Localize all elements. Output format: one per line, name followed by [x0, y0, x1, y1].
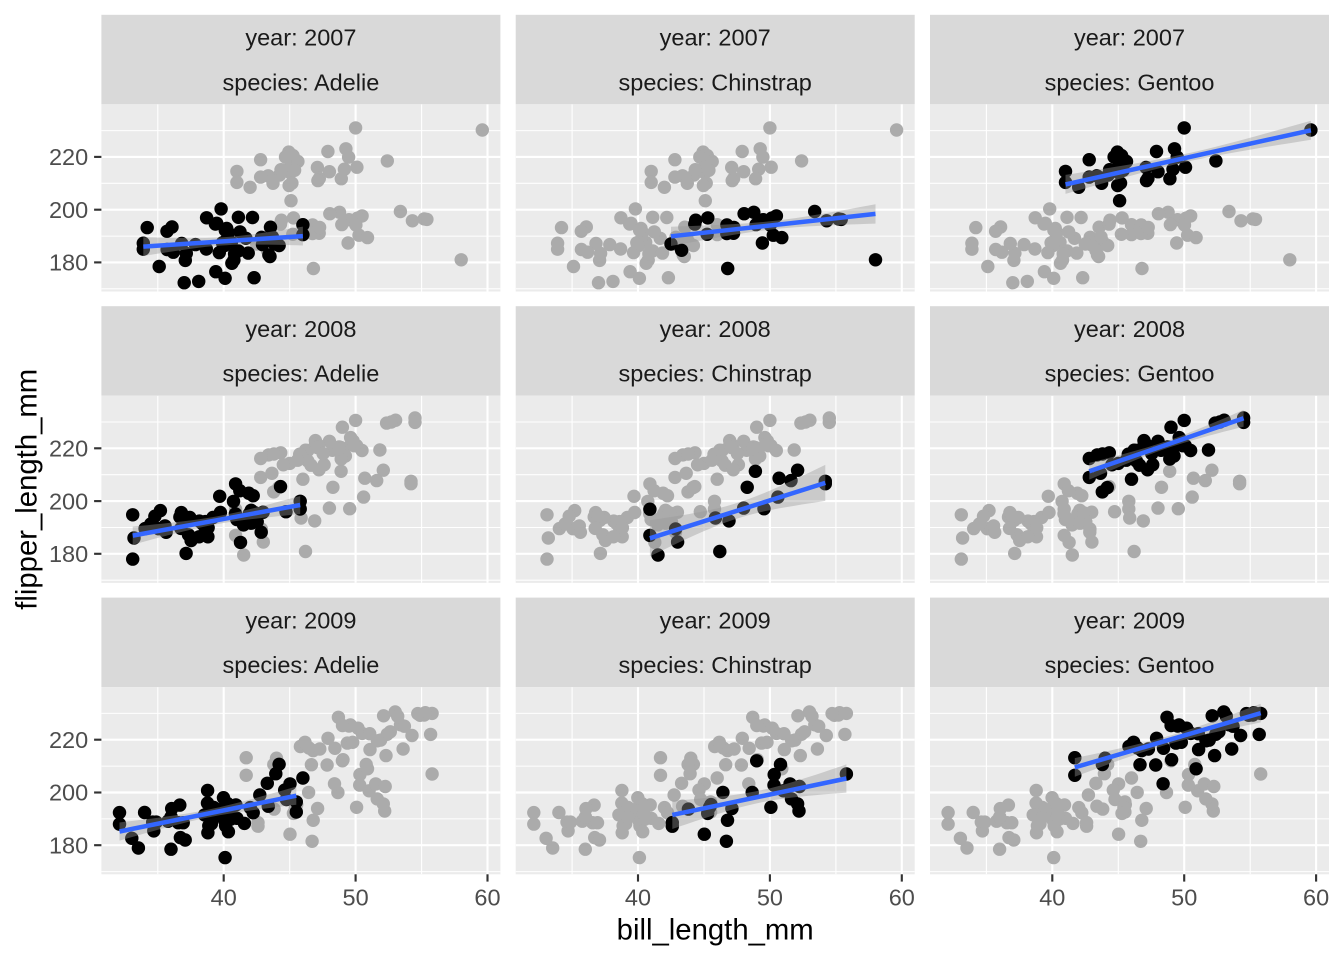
svg-text:year: 2007: year: 2007: [1074, 25, 1185, 51]
svg-text:species: Gentoo: species: Gentoo: [1045, 361, 1215, 387]
svg-text:species: Chinstrap: species: Chinstrap: [619, 69, 812, 95]
svg-text:220: 220: [49, 436, 88, 462]
svg-text:40: 40: [211, 884, 237, 910]
svg-text:50: 50: [1171, 884, 1197, 910]
svg-text:60: 60: [889, 884, 915, 910]
svg-text:species: Adelie: species: Adelie: [223, 69, 380, 95]
svg-text:40: 40: [1039, 884, 1065, 910]
svg-text:year: 2008: year: 2008: [660, 316, 771, 342]
svg-text:200: 200: [49, 197, 88, 223]
svg-text:bill_length_mm: bill_length_mm: [617, 914, 814, 947]
svg-text:year: 2007: year: 2007: [245, 25, 356, 51]
svg-text:180: 180: [49, 250, 88, 276]
svg-text:50: 50: [343, 884, 369, 910]
svg-text:year: 2009: year: 2009: [245, 607, 356, 633]
svg-text:180: 180: [49, 541, 88, 567]
svg-text:species: Gentoo: species: Gentoo: [1045, 69, 1215, 95]
svg-text:40: 40: [625, 884, 651, 910]
svg-text:year: 2009: year: 2009: [1074, 607, 1185, 633]
svg-text:species: Chinstrap: species: Chinstrap: [619, 652, 812, 678]
svg-text:year: 2008: year: 2008: [245, 316, 356, 342]
svg-text:flipper_length_mm: flipper_length_mm: [11, 369, 44, 610]
svg-text:species: Adelie: species: Adelie: [223, 652, 380, 678]
svg-text:200: 200: [49, 488, 88, 514]
svg-text:60: 60: [1303, 884, 1329, 910]
svg-text:species: Chinstrap: species: Chinstrap: [619, 361, 812, 387]
svg-text:species: Adelie: species: Adelie: [223, 361, 380, 387]
svg-text:species: Gentoo: species: Gentoo: [1045, 652, 1215, 678]
svg-text:year: 2008: year: 2008: [1074, 316, 1185, 342]
svg-text:180: 180: [49, 832, 88, 858]
svg-text:220: 220: [49, 144, 88, 170]
svg-text:50: 50: [757, 884, 783, 910]
svg-text:60: 60: [474, 884, 500, 910]
svg-text:year: 2009: year: 2009: [660, 607, 771, 633]
svg-text:200: 200: [49, 780, 88, 806]
svg-text:220: 220: [49, 727, 88, 753]
svg-text:year: 2007: year: 2007: [660, 25, 771, 51]
